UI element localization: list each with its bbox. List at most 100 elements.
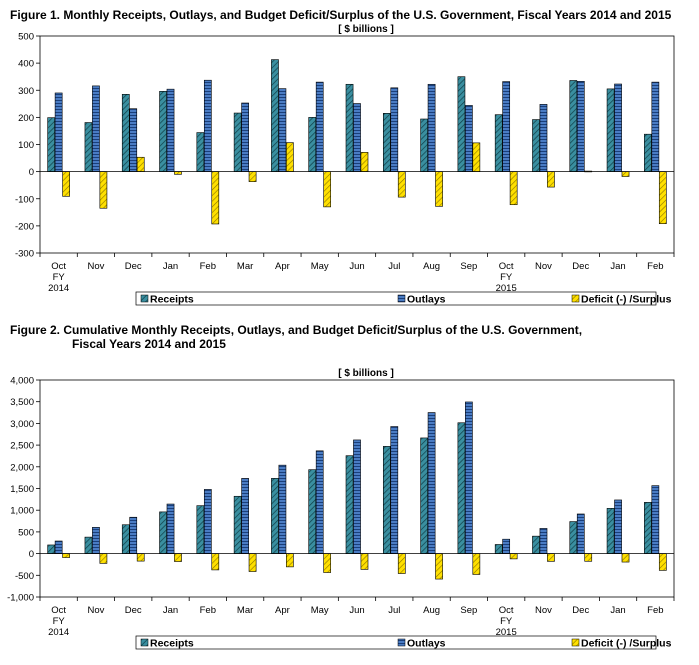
bar-deficit (62, 553, 70, 558)
y-tick-label: 500 (18, 32, 34, 43)
bar-receipts (345, 455, 354, 554)
bar-deficit (136, 553, 145, 562)
bar-outlays (614, 499, 622, 554)
bar-deficit (211, 171, 220, 225)
bar-outlays (651, 81, 660, 172)
bar-deficit (509, 171, 518, 206)
bar-receipts (233, 495, 242, 554)
x-tick-label: Jan (610, 261, 625, 272)
bar-deficit (211, 553, 220, 571)
fiscal-year-label: FY (53, 616, 66, 627)
bar-outlays (539, 528, 548, 554)
bar-deficit (99, 553, 108, 564)
bar-receipts (382, 113, 391, 172)
fiscal-year-label: 2015 (496, 627, 517, 638)
x-tick-label: May (311, 261, 329, 272)
bar-receipts (457, 422, 466, 554)
x-tick-label: Jul (388, 261, 400, 272)
y-tick-label: 500 (18, 527, 34, 538)
bar-outlays (576, 513, 585, 554)
x-tick-label: Nov (535, 261, 552, 272)
legend-swatch-receipts (140, 638, 149, 647)
bar-receipts (606, 508, 615, 554)
bar-receipts (644, 502, 652, 554)
bar-receipts (382, 446, 391, 554)
x-tick-label: Mar (237, 605, 253, 616)
x-tick-label: Dec (125, 261, 142, 272)
bar-receipts (47, 544, 56, 554)
bar-outlays (278, 464, 287, 554)
bar-outlays (353, 439, 361, 554)
y-tick-label: -500 (15, 571, 34, 582)
y-tick-label: 2,500 (10, 441, 34, 452)
legend-label-outlays: Outlays (407, 638, 446, 650)
legend-swatch-outlays (397, 294, 406, 303)
bar-receipts (420, 437, 428, 554)
fiscal-year-label: FY (500, 616, 513, 627)
x-tick-label: Nov (87, 605, 104, 616)
x-tick-label: Apr (275, 261, 290, 272)
fiscal-year-label: 2015 (496, 283, 517, 294)
bar-receipts (457, 76, 466, 172)
legend (135, 291, 657, 306)
x-tick-label: Dec (572, 261, 589, 272)
bar-outlays (315, 81, 324, 172)
x-tick-label: Nov (87, 261, 104, 272)
bar-receipts (233, 112, 242, 172)
bar-deficit (99, 171, 108, 209)
x-tick-label: Jun (349, 605, 364, 616)
bar-receipts (308, 117, 317, 172)
y-tick-label: -200 (15, 221, 34, 232)
x-tick-label: Feb (200, 605, 216, 616)
bar-deficit (584, 553, 593, 562)
legend-label-deficit: Deficit (-) /Surplus (581, 638, 672, 650)
bar-outlays (353, 103, 361, 172)
bar-receipts (606, 88, 615, 172)
bar-outlays (427, 83, 436, 172)
bar-receipts (196, 132, 205, 172)
x-tick-label: Oct (51, 605, 66, 616)
legend (135, 635, 657, 650)
bar-outlays (427, 412, 436, 554)
legend-swatch-deficit (571, 638, 580, 647)
x-tick-label: Feb (200, 261, 216, 272)
x-tick-label: Apr (275, 605, 290, 616)
y-tick-label: -100 (15, 194, 34, 205)
bar-deficit (435, 171, 443, 207)
bar-outlays (166, 88, 175, 172)
bar-deficit (323, 171, 332, 208)
bar-receipts (569, 80, 578, 172)
bar-deficit (435, 553, 443, 580)
bar-deficit (397, 553, 406, 574)
bar-receipts (271, 478, 279, 554)
bar-outlays (92, 85, 100, 172)
bar-outlays (203, 79, 212, 172)
bar-outlays (651, 485, 660, 554)
x-tick-label: Nov (535, 605, 552, 616)
bar-deficit (621, 171, 630, 177)
bar-receipts (84, 536, 93, 554)
x-tick-label: Oct (499, 261, 514, 272)
x-tick-label: Oct (499, 605, 514, 616)
legend-label-deficit: Deficit (-) /Surplus (581, 294, 672, 306)
legend-swatch-outlays (397, 638, 406, 647)
y-tick-label: 0 (29, 167, 34, 178)
x-tick-label: Aug (423, 261, 440, 272)
bar-receipts (121, 94, 130, 172)
bar-outlays (390, 426, 399, 554)
figure2-chart: -1,000 -500 0 500 1,000 1,500 2,000 2,500 3,000 3… (7, 376, 675, 650)
x-tick-label: Feb (647, 605, 663, 616)
bar-deficit (323, 553, 332, 573)
x-tick-label: Oct (51, 261, 66, 272)
fiscal-year-label: 2014 (48, 627, 69, 638)
bar-receipts (47, 117, 56, 172)
y-tick-label: -1,000 (7, 593, 34, 604)
x-tick-label: Jan (163, 605, 178, 616)
y-tick-label: 3,500 (10, 397, 34, 408)
figure2-title-line2: Fiscal Years 2014 and 2015 (72, 337, 226, 351)
legend-label-outlays: Outlays (407, 294, 446, 306)
bar-deficit (621, 553, 630, 563)
legend-label-receipts: Receipts (150, 638, 194, 650)
bar-outlays (539, 104, 548, 172)
